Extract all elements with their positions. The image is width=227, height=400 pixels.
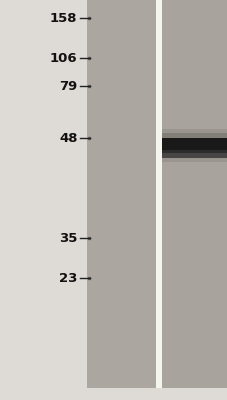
Text: 158: 158: [50, 12, 77, 24]
Text: 79: 79: [59, 80, 77, 92]
Text: 106: 106: [50, 52, 77, 64]
Text: 48: 48: [59, 132, 77, 144]
Bar: [162, 0, 227, 400]
Text: 23: 23: [59, 272, 77, 284]
Bar: [0, 388, 227, 400]
Bar: [162, 138, 227, 153]
Bar: [162, 150, 227, 158]
Text: 35: 35: [59, 232, 77, 244]
Bar: [86, 0, 155, 400]
Bar: [155, 0, 162, 400]
Bar: [86, 0, 227, 400]
Bar: [162, 133, 227, 158]
Bar: [0, 0, 86, 400]
Bar: [162, 129, 227, 162]
